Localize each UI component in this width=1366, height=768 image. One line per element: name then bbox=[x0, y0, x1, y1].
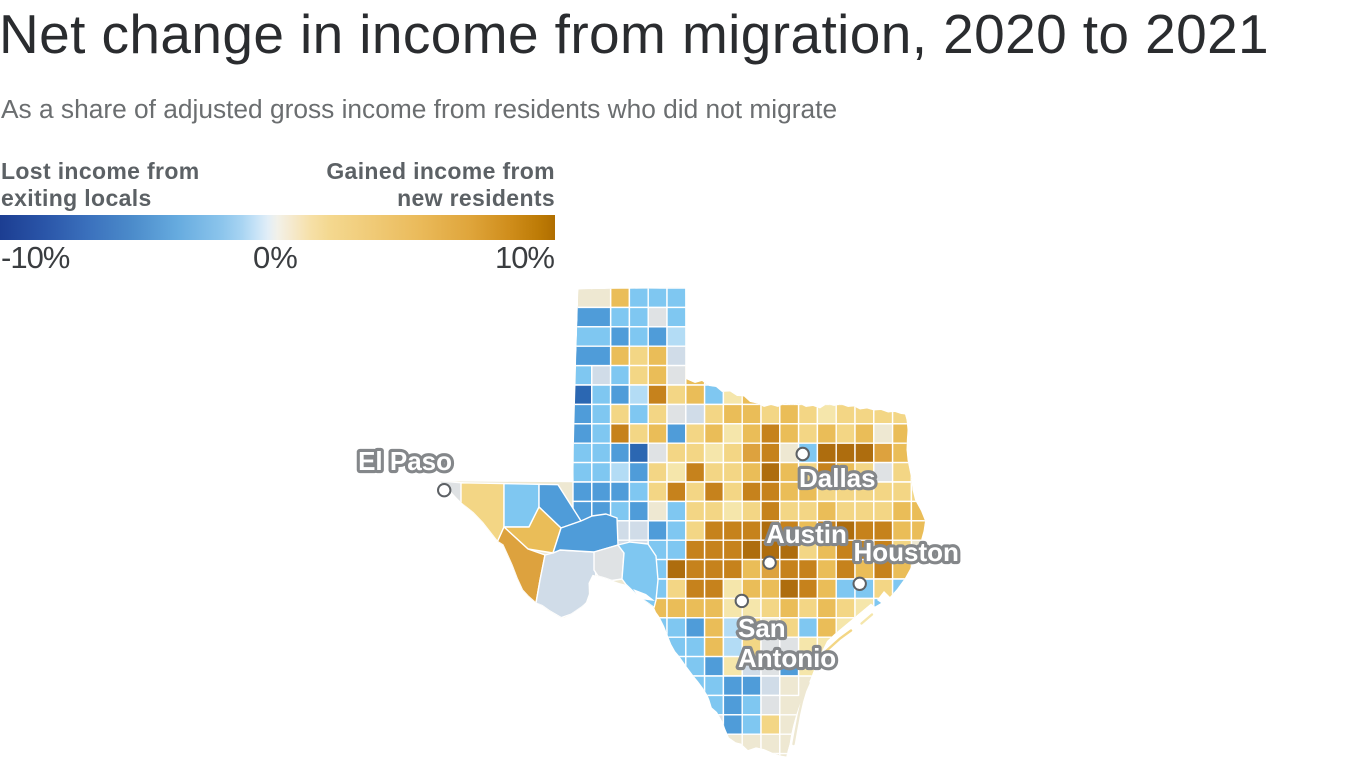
svg-text:San: San bbox=[738, 613, 786, 643]
svg-text:El Paso: El Paso bbox=[358, 446, 452, 476]
svg-text:Austin: Austin bbox=[766, 519, 847, 549]
svg-text:Houston: Houston bbox=[854, 537, 959, 567]
svg-text:Antonio: Antonio bbox=[738, 643, 836, 673]
svg-text:Dallas: Dallas bbox=[799, 463, 876, 493]
